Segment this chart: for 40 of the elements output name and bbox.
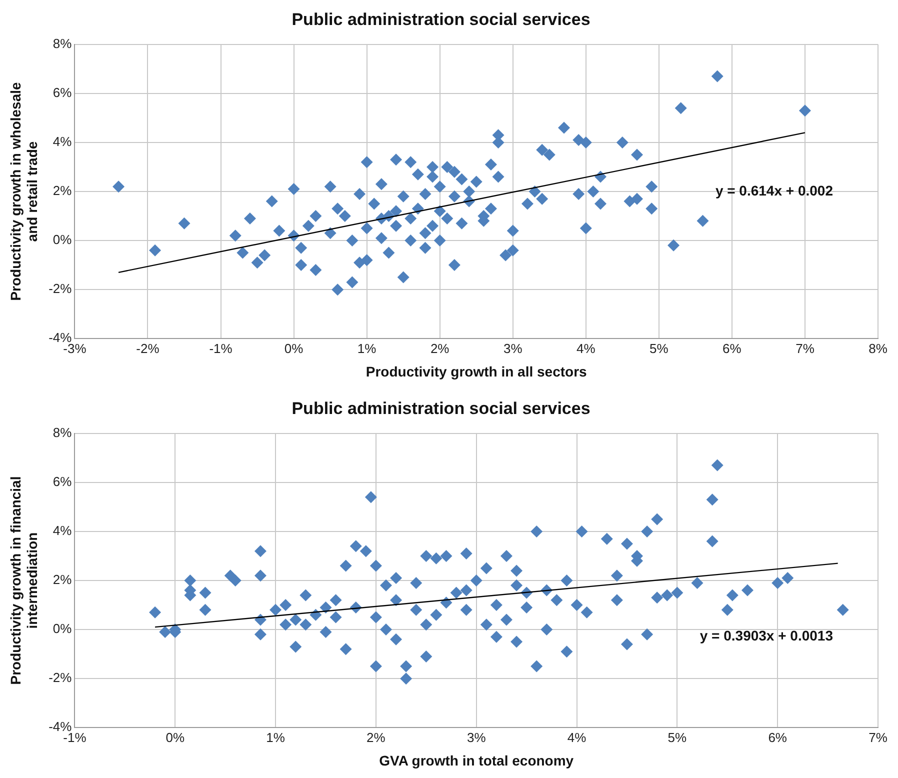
chart-title: Public administration social services: [292, 10, 590, 29]
y-tick-label: -2%: [48, 670, 72, 686]
y-tick-label: 6%: [52, 474, 72, 490]
y-tick-label: 2%: [52, 183, 72, 198]
x-axis-title: Productivity growth in all sectors: [366, 363, 588, 380]
y-tick-label: 8%: [52, 36, 72, 51]
x-tick-label: 3%: [503, 340, 523, 356]
chart-title: Public administration social services: [292, 398, 590, 418]
x-tick-label: 7%: [796, 340, 815, 356]
annotation: y = 0.3903x + 0.0013: [700, 627, 834, 644]
x-tick-label: -3%: [63, 340, 87, 356]
y-tick-label: 2%: [52, 572, 72, 588]
x-tick-label: 3%: [466, 730, 486, 745]
x-tick-label: 0%: [284, 340, 304, 356]
x-tick-label: -1%: [209, 340, 233, 356]
x-tick-label: 5%: [668, 730, 688, 745]
x-tick-label: 0%: [166, 730, 185, 745]
y-tick-label: 0%: [52, 232, 72, 248]
y-tick-label: 0%: [52, 621, 72, 636]
x-tick-label: 4%: [576, 340, 596, 356]
y-tick-label: 4%: [52, 134, 72, 150]
x-tick-label: 2%: [430, 340, 450, 356]
x-tick-label: 7%: [868, 730, 888, 745]
x-tick-label: 1%: [266, 730, 286, 745]
y-tick-label: 8%: [52, 424, 72, 440]
x-tick-label: 4%: [567, 730, 587, 745]
x-tick-label: 6%: [768, 730, 788, 745]
y-axis-title: Productivity growth in financial intermediation: [7, 476, 40, 685]
x-tick-label: 8%: [868, 340, 888, 356]
x-axis-title: GVA growth in total economy: [379, 752, 574, 768]
y-tick-label: 4%: [52, 523, 72, 538]
x-tick-label: 5%: [650, 340, 669, 356]
x-tick-label: 2%: [366, 730, 386, 745]
y-axis-title: Productivity growth in wholesale and retail trade: [7, 82, 40, 301]
y-tick-label: -2%: [48, 281, 72, 296]
annotation: y = 0.614x + 0.002: [715, 182, 834, 198]
x-tick-label: 1%: [357, 340, 377, 356]
x-tick-label: 6%: [722, 340, 742, 356]
y-tick-label: 6%: [52, 85, 72, 100]
x-tick-label: -2%: [136, 340, 160, 356]
